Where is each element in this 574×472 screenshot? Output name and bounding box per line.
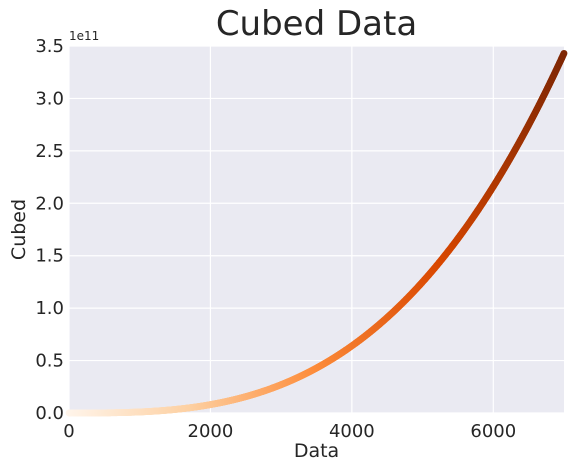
y-offset-label: 1e11 <box>69 29 99 43</box>
y-tick-label: 0.0 <box>35 403 64 424</box>
scatter-points <box>65 49 568 417</box>
y-tick-label: 1.5 <box>35 246 64 267</box>
y-tick-label: 3.5 <box>35 36 64 57</box>
x-tick-label: 6000 <box>470 421 516 442</box>
x-tick-label: 4000 <box>329 421 375 442</box>
y-tick-label: 1.0 <box>35 298 64 319</box>
x-tick-label: 2000 <box>188 421 234 442</box>
x-tick-labels: 0 2000 4000 6000 <box>63 421 516 442</box>
y-tick-label: 0.5 <box>35 351 64 372</box>
y-tick-label: 2.5 <box>35 141 64 162</box>
y-axis-label: Cubed <box>8 199 30 260</box>
x-tick-label: 0 <box>63 421 74 442</box>
y-tick-label: 2.0 <box>35 193 64 214</box>
x-axis-label: Data <box>294 440 339 462</box>
scatter-point <box>560 49 568 57</box>
plot-area <box>69 46 564 413</box>
y-tick-labels: 0.0 0.5 1.0 1.5 2.0 2.5 3.0 3.5 <box>35 36 64 424</box>
chart-title: Cubed Data <box>216 4 417 44</box>
y-tick-label: 3.0 <box>35 88 64 109</box>
grid <box>68 45 564 414</box>
